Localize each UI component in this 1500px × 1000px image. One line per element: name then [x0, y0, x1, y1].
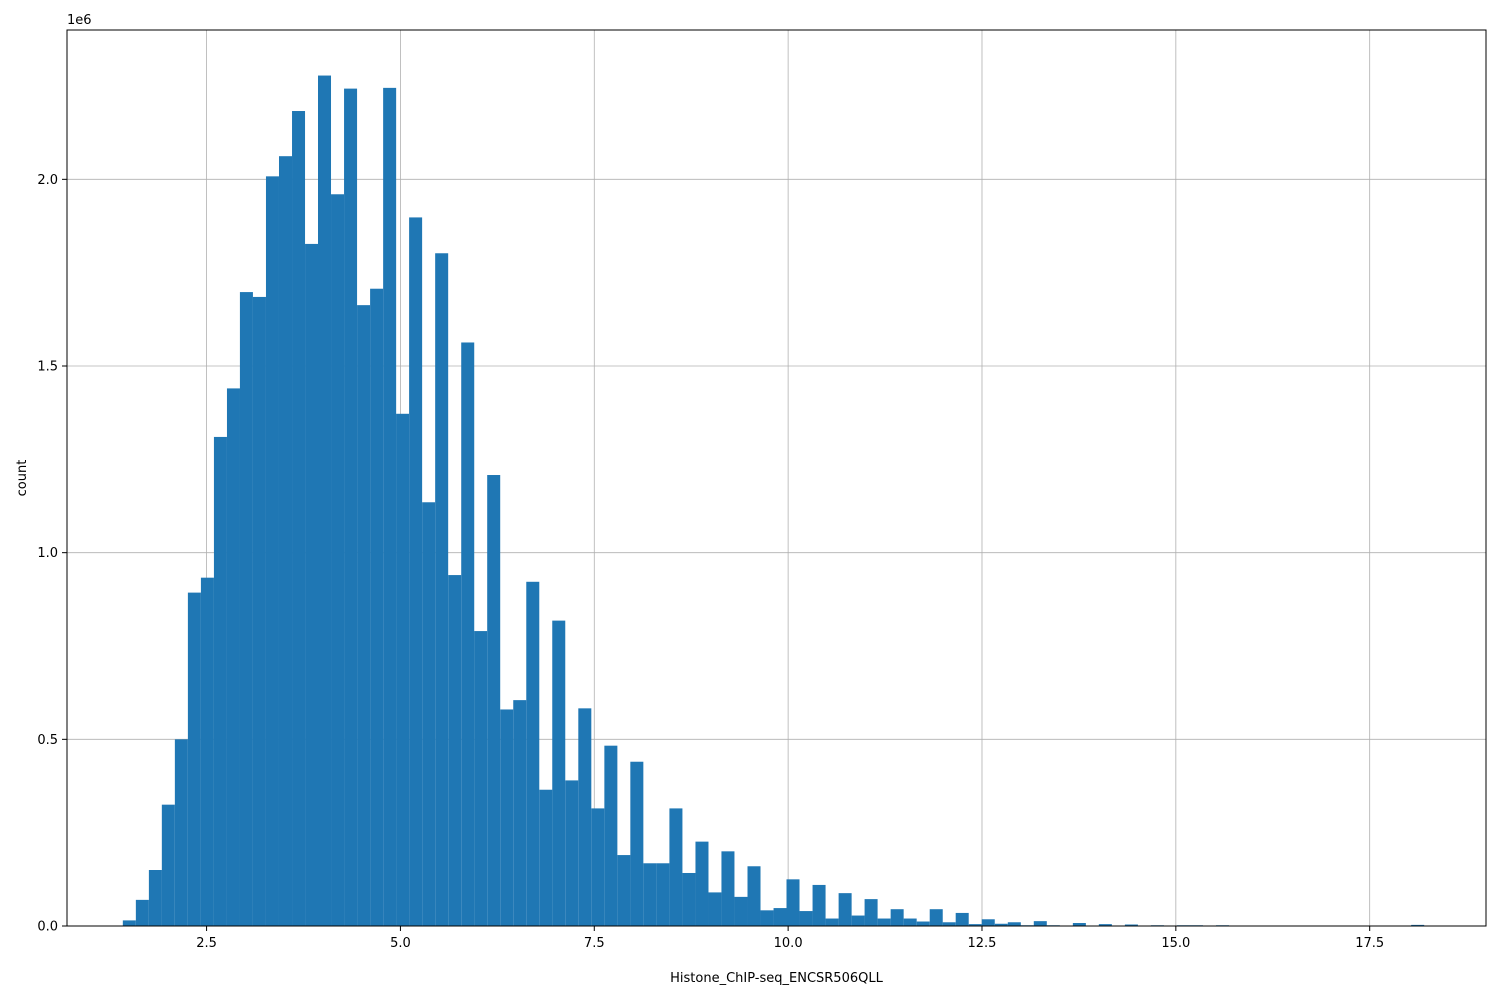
x-tick-label: 15.0: [1161, 936, 1190, 951]
histogram-bar: [734, 896, 748, 926]
histogram-bar: [292, 111, 306, 927]
histogram-bar: [370, 288, 384, 927]
histogram-bar: [500, 709, 514, 926]
histogram-bar: [682, 872, 696, 926]
x-tick-label: 12.5: [968, 936, 997, 951]
y-tick-label: 0.0: [37, 920, 58, 935]
x-tick-label: 2.5: [196, 936, 217, 951]
histogram-bar: [1411, 924, 1425, 926]
histogram-bar: [539, 789, 553, 926]
histogram-bar: [396, 413, 410, 927]
histogram-bar: [851, 915, 865, 926]
histogram-bar: [148, 870, 162, 926]
x-axis-ticks: 2.5 5.0 7.5 10.0 12.5 15.0 17.5: [196, 926, 1384, 951]
y-tick-label: 1.0: [37, 546, 58, 561]
x-tick-label: 5.0: [390, 936, 411, 951]
histogram-bar: [174, 739, 188, 926]
histogram-bar: [487, 475, 501, 926]
histogram-bar: [318, 75, 332, 926]
histogram-bar: [1007, 922, 1021, 926]
histogram-bar: [747, 866, 761, 926]
histogram-bar: [994, 923, 1008, 926]
histogram-bar: [916, 921, 930, 926]
histogram-bar: [981, 919, 995, 926]
histogram-bar: [721, 851, 735, 926]
histogram-bar: [305, 243, 319, 927]
histogram-bar: [903, 918, 917, 926]
histogram-bar: [617, 855, 631, 926]
histogram-bar: [812, 884, 826, 926]
y-tick-label: 0.5: [37, 733, 58, 748]
histogram-bar: [760, 910, 774, 926]
histogram-bar: [383, 87, 397, 926]
histogram-bar: [135, 899, 149, 926]
histogram-bar: [513, 700, 527, 926]
y-tick-label: 2.0: [37, 173, 58, 188]
histogram-bar: [786, 879, 800, 926]
y-tick-label: 1.5: [37, 360, 58, 375]
histogram-bar: [552, 620, 566, 926]
histogram-bar: [357, 305, 371, 926]
histogram-bar: [1033, 921, 1047, 926]
histogram-bar: [1124, 924, 1138, 926]
histogram-bar: [161, 804, 175, 926]
histogram-bar: [890, 909, 904, 926]
histogram-bar: [278, 156, 293, 927]
histogram-bar: [435, 253, 449, 927]
histogram-bar: [643, 863, 657, 926]
histogram-bar: [226, 388, 240, 926]
histogram-bar: [331, 194, 345, 926]
histogram-bar: [344, 88, 358, 926]
histogram-bar: [187, 592, 201, 926]
histogram-bar: [877, 918, 891, 926]
histogram-bar: [409, 217, 423, 926]
histogram-bar: [422, 502, 436, 926]
y-axis-ticks: 0.0 0.5 1.0 1.5 2.0: [37, 173, 67, 935]
histogram-bar: [252, 296, 266, 926]
histogram-bar: [942, 922, 956, 926]
histogram-bar: [864, 899, 878, 926]
histogram-bar: [213, 436, 227, 926]
histogram-bar: [955, 912, 969, 926]
histogram-bars: [122, 75, 1425, 927]
x-tick-label: 7.5: [584, 936, 605, 951]
histogram-bar: [773, 908, 787, 926]
histogram-bar: [695, 841, 709, 926]
x-tick-label: 17.5: [1355, 936, 1384, 951]
histogram-bar: [474, 631, 488, 926]
histogram-bar: [239, 292, 253, 927]
histogram-bar: [461, 342, 475, 927]
histogram-bar: [708, 892, 722, 926]
histogram-bar: [669, 808, 683, 926]
histogram-bar: [526, 581, 540, 926]
histogram-bar: [630, 761, 644, 926]
histogram-bar: [578, 708, 592, 926]
histogram-bar: [929, 909, 943, 926]
plot-frame: [66, 29, 1487, 927]
histogram-bar: [825, 918, 839, 926]
histogram-bar: [968, 924, 982, 926]
histogram-bar: [448, 575, 462, 926]
histogram-bar: [265, 176, 279, 926]
histogram-bar: [656, 863, 670, 926]
histogram-bar: [565, 780, 579, 926]
x-tick-label: 10.0: [774, 936, 803, 951]
histogram-bar: [1098, 924, 1112, 926]
y-multiplier-label: 1e6: [67, 13, 92, 28]
histogram-bar: [799, 911, 813, 926]
histogram-bar: [122, 920, 136, 926]
histogram-bar: [838, 893, 852, 926]
histogram-bar: [591, 808, 605, 926]
histogram-bar: [200, 577, 214, 926]
histogram-bar: [604, 745, 618, 926]
y-axis-label: count: [15, 460, 30, 497]
histogram-bar: [1072, 923, 1086, 926]
x-axis-label: Histone_ChIP-seq_ENCSR506QLL: [670, 971, 883, 986]
